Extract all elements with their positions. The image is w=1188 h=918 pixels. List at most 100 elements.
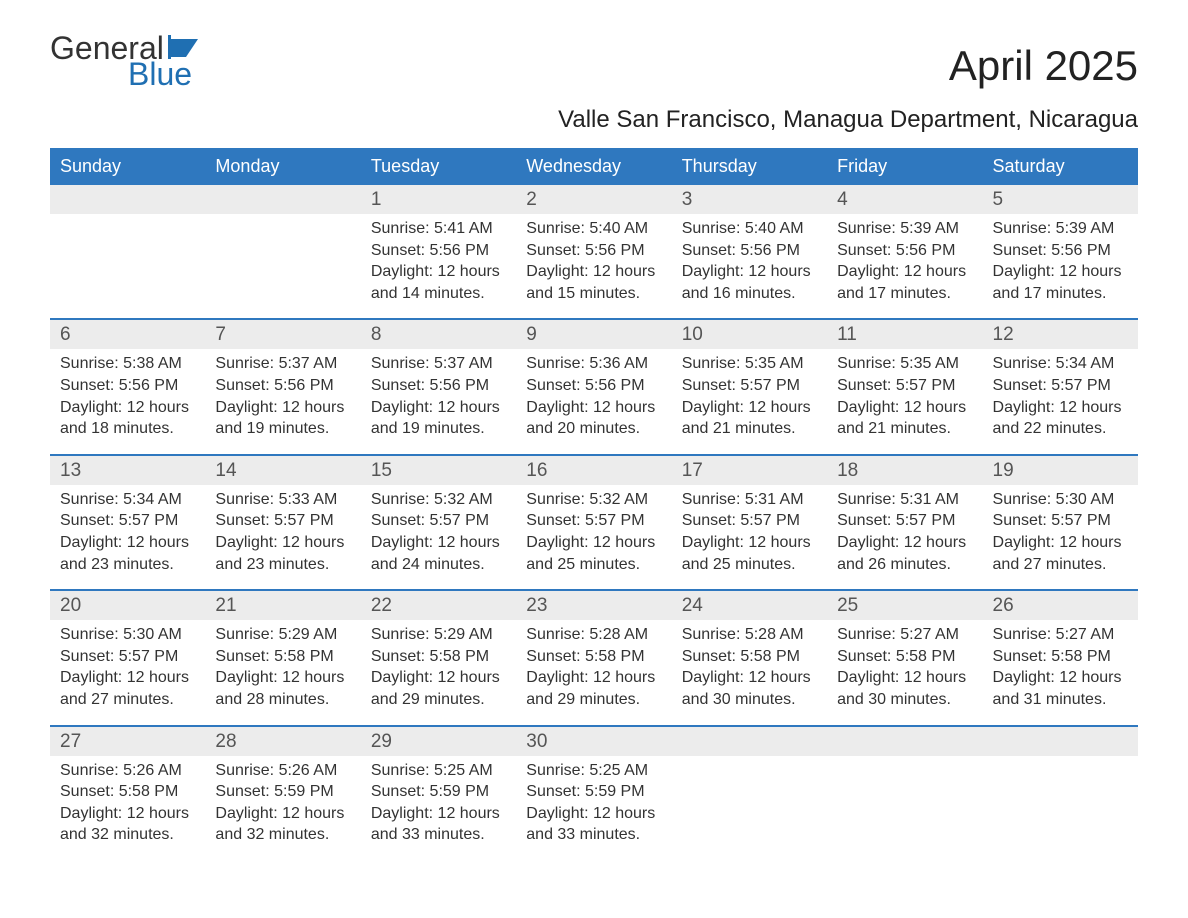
day-cell — [983, 756, 1138, 846]
day-cell: Sunrise: 5:40 AMSunset: 5:56 PMDaylight:… — [672, 214, 827, 304]
weekday-header: Monday — [205, 148, 360, 185]
day-number: 6 — [50, 320, 205, 349]
weekday-header: Saturday — [983, 148, 1138, 185]
calendar: Sunday Monday Tuesday Wednesday Thursday… — [50, 148, 1138, 846]
day-number: 15 — [361, 456, 516, 485]
logo-text-blue: Blue — [50, 58, 208, 90]
sunset-text: Sunset: 5:56 PM — [526, 375, 661, 397]
day-cell: Sunrise: 5:29 AMSunset: 5:58 PMDaylight:… — [361, 620, 516, 710]
daylight1-text: Daylight: 12 hours — [993, 261, 1128, 283]
sunrise-text: Sunrise: 5:39 AM — [837, 218, 972, 240]
sunrise-text: Sunrise: 5:38 AM — [60, 353, 195, 375]
day-content-row: Sunrise: 5:41 AM Sunset: 5:56 PM Daylight:… — [50, 214, 1138, 304]
sunset-text: Sunset: 5:59 PM — [371, 781, 506, 803]
sunset-text: Sunset: 5:57 PM — [837, 375, 972, 397]
sunset-text: Sunset: 5:57 PM — [526, 510, 661, 532]
day-cell: Sunrise: 5:30 AMSunset: 5:57 PMDaylight:… — [50, 620, 205, 710]
day-number: 24 — [672, 591, 827, 620]
calendar-week: 6789101112 Sunrise: 5:38 AM Sunset: 5:56 P… — [50, 318, 1138, 439]
sunrise-text: Sunrise: 5:30 AM — [60, 624, 195, 646]
day-number — [983, 727, 1138, 756]
sunset-text: Sunset: 5:56 PM — [371, 375, 506, 397]
calendar-week: 12345 Sunrise: 5:41 AM Sunset: 5:56 PM Dayl… — [50, 185, 1138, 304]
day-number: 14 — [205, 456, 360, 485]
sunset-text: Sunset: 5:56 PM — [682, 240, 817, 262]
sunset-text: Sunset: 5:57 PM — [60, 646, 195, 668]
sunset-text: Sunset: 5:57 PM — [215, 510, 350, 532]
day-number: 1 — [361, 185, 516, 214]
sunrise-text: Sunrise: 5:37 AM — [371, 353, 506, 375]
day-number: 13 — [50, 456, 205, 485]
daylight2-text: and 23 minutes. — [60, 554, 195, 576]
day-cell — [672, 756, 827, 846]
daylight2-text: and 32 minutes. — [215, 824, 350, 846]
calendar-week: 27282930Sunrise: 5:26 AMSunset: 5:58 PMD… — [50, 725, 1138, 846]
day-number-row: 12345 — [50, 185, 1138, 214]
daylight2-text: and 33 minutes. — [371, 824, 506, 846]
daylight1-text: Daylight: 12 hours — [837, 532, 972, 554]
day-cell: Sunrise: 5:25 AMSunset: 5:59 PMDaylight:… — [361, 756, 516, 846]
daylight1-text: Daylight: 12 hours — [993, 667, 1128, 689]
day-cell: Sunrise: 5:35 AMSunset: 5:57 PMDaylight:… — [827, 349, 982, 439]
day-number: 28 — [205, 727, 360, 756]
day-cell: Sunrise: 5:35 AMSunset: 5:57 PMDaylight:… — [672, 349, 827, 439]
sunset-text: Sunset: 5:58 PM — [60, 781, 195, 803]
daylight1-text: Daylight: 12 hours — [993, 397, 1128, 419]
sunset-text: Sunset: 5:59 PM — [526, 781, 661, 803]
sunset-text: Sunset: 5:57 PM — [682, 510, 817, 532]
daylight2-text: and 21 minutes. — [837, 418, 972, 440]
sunset-text: Sunset: 5:58 PM — [371, 646, 506, 668]
sunrise-text: Sunrise: 5:27 AM — [837, 624, 972, 646]
daylight1-text: Daylight: 12 hours — [837, 667, 972, 689]
daylight1-text: Daylight: 12 hours — [993, 532, 1128, 554]
sunrise-text: Sunrise: 5:32 AM — [371, 489, 506, 511]
daylight1-text: Daylight: 12 hours — [371, 261, 506, 283]
daylight1-text: Daylight: 12 hours — [371, 532, 506, 554]
daylight2-text: and 31 minutes. — [993, 689, 1128, 711]
daylight2-text: and 20 minutes. — [526, 418, 661, 440]
daylight1-text: Daylight: 12 hours — [215, 532, 350, 554]
daylight1-text: Daylight: 12 hours — [215, 397, 350, 419]
day-number: 12 — [983, 320, 1138, 349]
daylight2-text: and 33 minutes. — [526, 824, 661, 846]
day-number-row: 13141516171819 — [50, 456, 1138, 485]
day-cell: Sunrise: 5:30 AMSunset: 5:57 PMDaylight:… — [983, 485, 1138, 575]
daylight2-text: and 29 minutes. — [526, 689, 661, 711]
daylight2-text: and 28 minutes. — [215, 689, 350, 711]
sunrise-text: Sunrise: 5:40 AM — [682, 218, 817, 240]
weeks-container: 12345Sunrise: 5:41 AMSunset: 5:56 PMDayl… — [50, 185, 1138, 846]
sunset-text: Sunset: 5:57 PM — [682, 375, 817, 397]
daylight2-text: and 14 minutes. — [371, 283, 506, 305]
day-cell: Sunrise: 5:29 AMSunset: 5:58 PMDaylight:… — [205, 620, 360, 710]
weekday-header: Wednesday — [516, 148, 671, 185]
day-cell: Sunrise: 5:28 AMSunset: 5:58 PMDaylight:… — [672, 620, 827, 710]
weekday-header: Friday — [827, 148, 982, 185]
day-number: 3 — [672, 185, 827, 214]
day-cell: Sunrise: 5:31 AMSunset: 5:57 PMDaylight:… — [672, 485, 827, 575]
daylight1-text: Daylight: 12 hours — [526, 397, 661, 419]
day-cell: Sunrise: 5:41 AMSunset: 5:56 PMDaylight:… — [361, 214, 516, 304]
day-cell: Sunrise: 5:33 AMSunset: 5:57 PMDaylight:… — [205, 485, 360, 575]
day-cell: Sunrise: 5:39 AMSunset: 5:56 PMDaylight:… — [983, 214, 1138, 304]
header-row: General Blue April 2025 — [50, 32, 1138, 90]
daylight1-text: Daylight: 12 hours — [682, 667, 817, 689]
sunrise-text: Sunrise: 5:35 AM — [837, 353, 972, 375]
sunrise-text: Sunrise: 5:29 AM — [215, 624, 350, 646]
daylight2-text: and 30 minutes. — [682, 689, 817, 711]
day-number: 21 — [205, 591, 360, 620]
daylight1-text: Daylight: 12 hours — [526, 667, 661, 689]
day-number-row: 6789101112 — [50, 320, 1138, 349]
daylight2-text: and 21 minutes. — [682, 418, 817, 440]
sunrise-text: Sunrise: 5:39 AM — [993, 218, 1128, 240]
day-number: 27 — [50, 727, 205, 756]
sunrise-text: Sunrise: 5:27 AM — [993, 624, 1128, 646]
daylight1-text: Daylight: 12 hours — [837, 261, 972, 283]
daylight2-text: and 30 minutes. — [837, 689, 972, 711]
daylight1-text: Daylight: 12 hours — [60, 803, 195, 825]
sunrise-text: Sunrise: 5:41 AM — [371, 218, 506, 240]
daylight2-text: and 25 minutes. — [526, 554, 661, 576]
sunrise-text: Sunrise: 5:33 AM — [215, 489, 350, 511]
sunset-text: Sunset: 5:58 PM — [215, 646, 350, 668]
day-number-row: 20212223242526 — [50, 591, 1138, 620]
sunset-text: Sunset: 5:56 PM — [215, 375, 350, 397]
